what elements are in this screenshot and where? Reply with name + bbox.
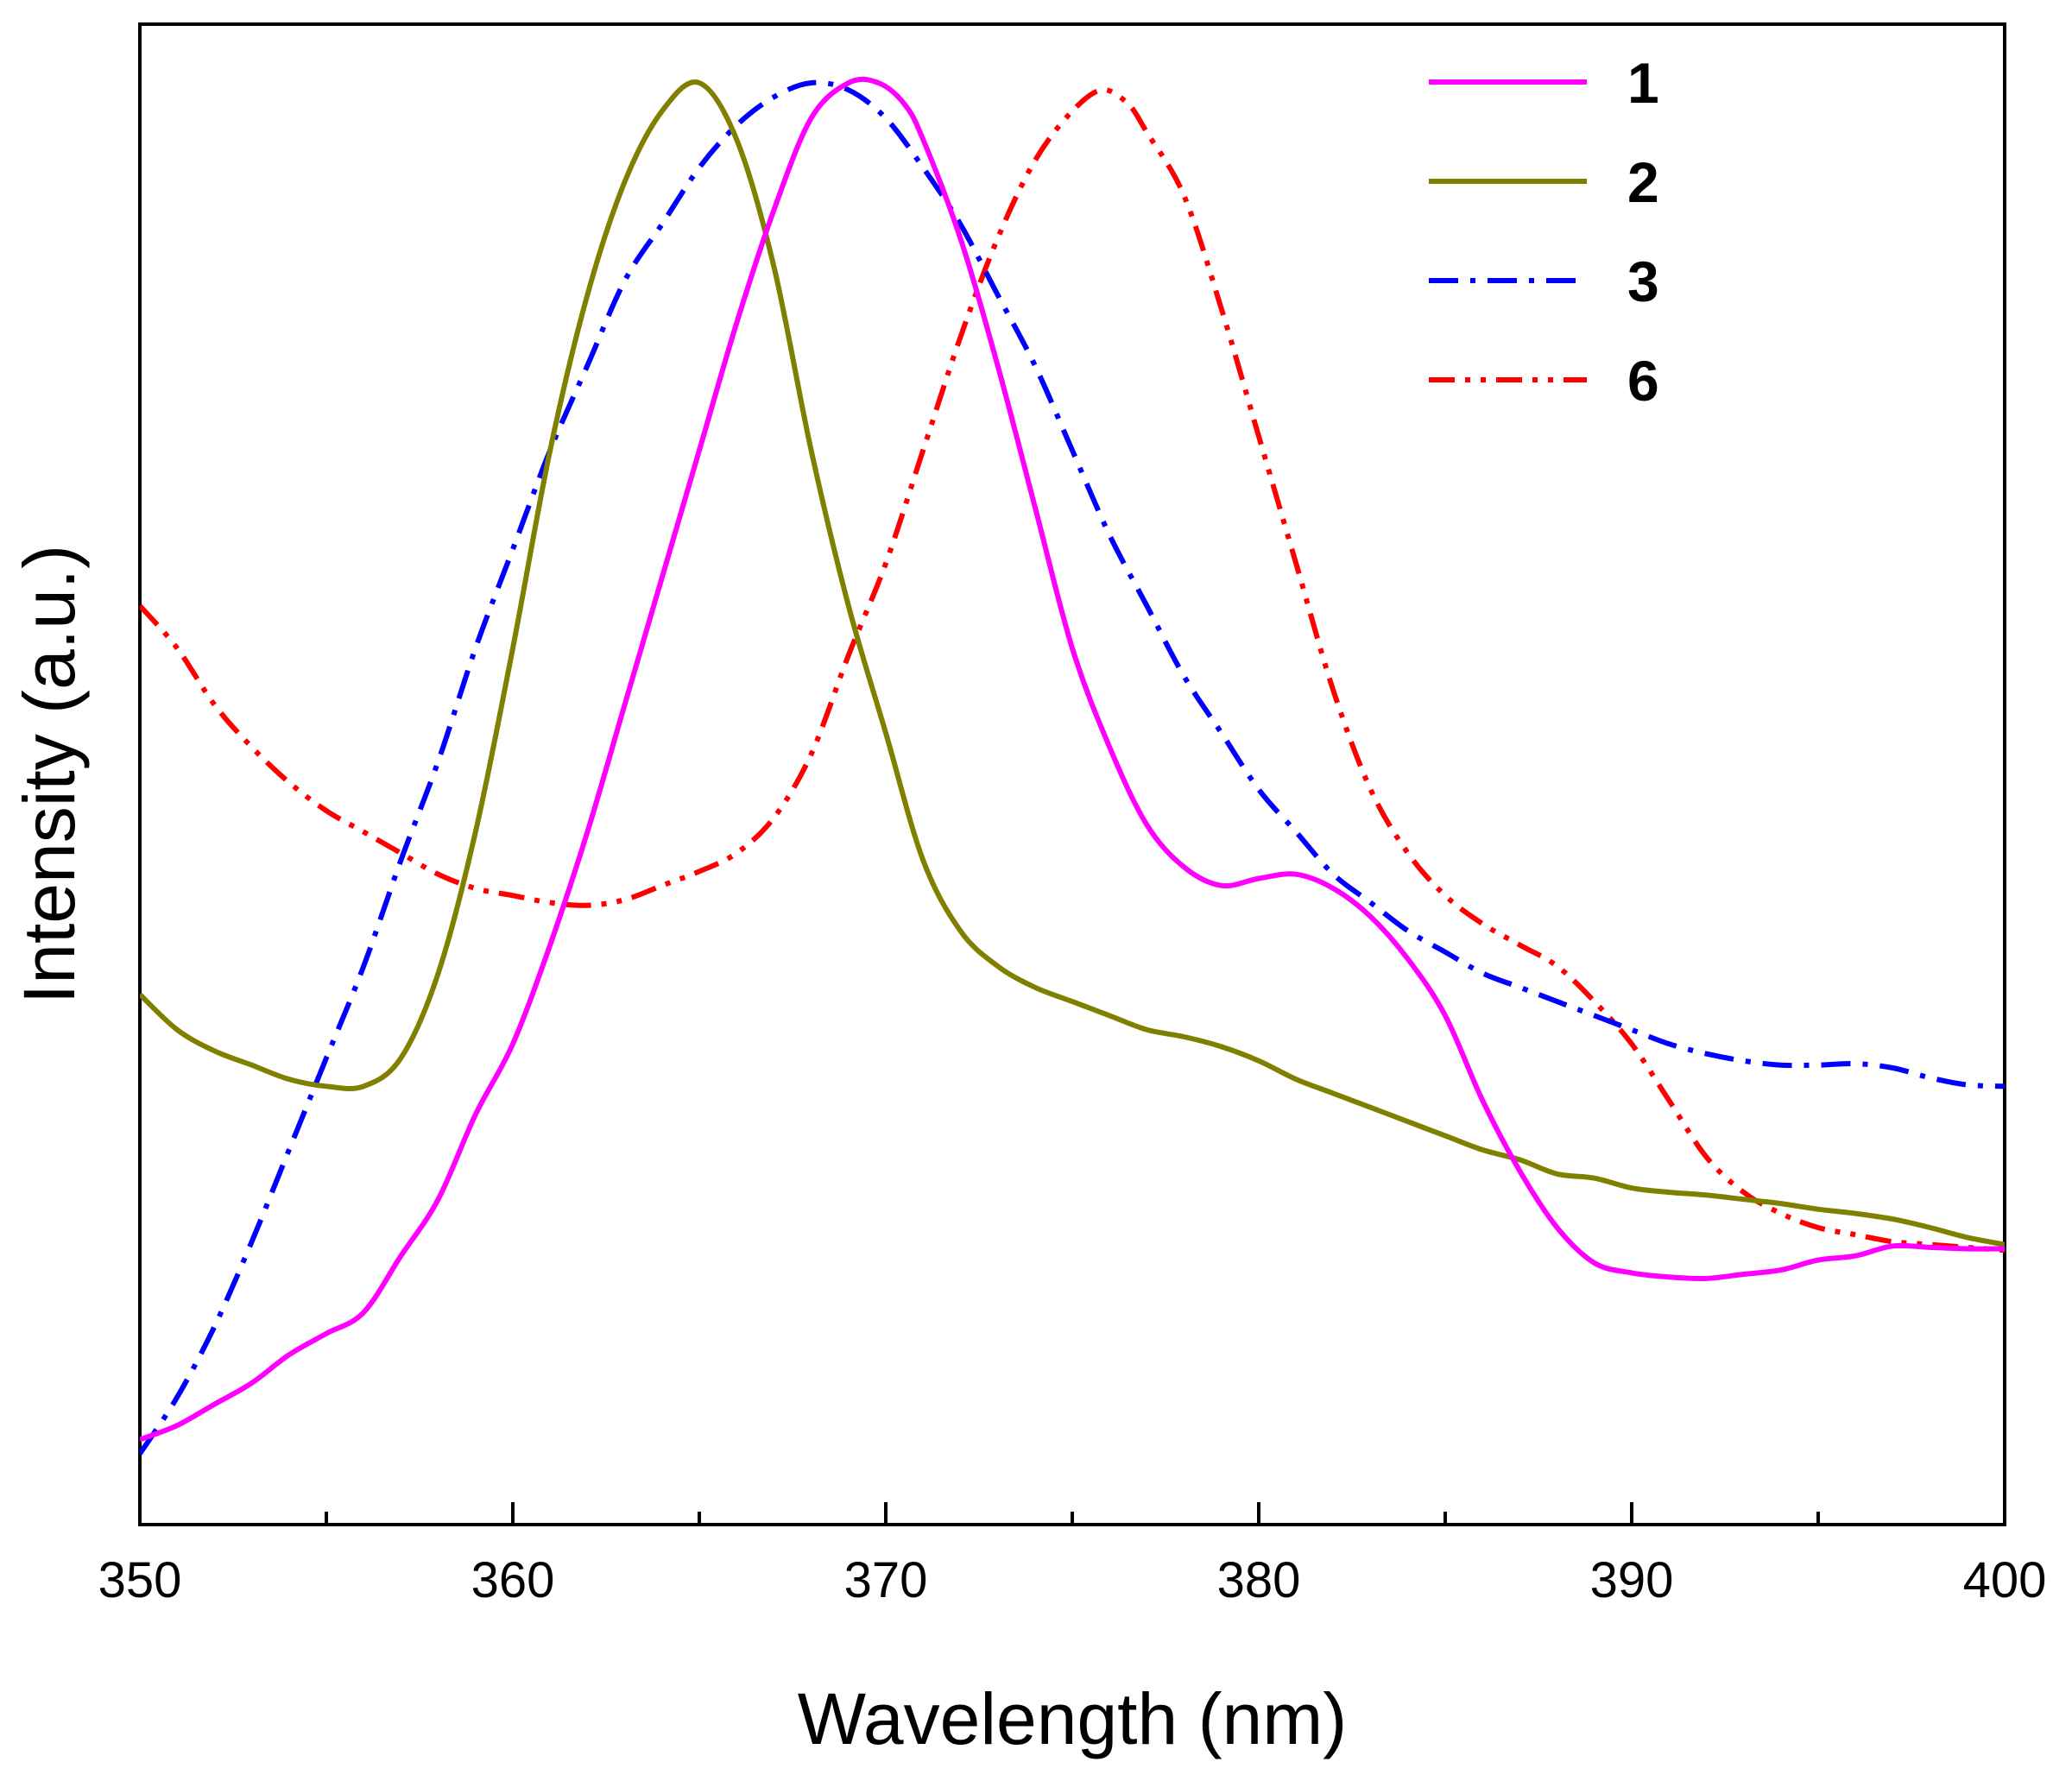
x-tick-label-360: 360	[471, 1552, 555, 1608]
x-axis-ticks: 350 360 370 380 390 400	[98, 1502, 2047, 1608]
legend-label-6: 6	[1627, 349, 1659, 413]
y-axis-title: Intensity (a.u.)	[9, 545, 90, 1004]
plot-frame	[138, 22, 2006, 1526]
x-tick-label-400: 400	[1963, 1552, 2047, 1608]
x-tick-label-370: 370	[844, 1552, 928, 1608]
x-tick-label-380: 380	[1217, 1552, 1301, 1608]
series-line-2	[140, 79, 2005, 1247]
series-line-3	[140, 79, 2005, 1456]
x-tick-label-350: 350	[98, 1552, 182, 1608]
series-line-6	[140, 87, 2005, 1254]
x-tick-label-390: 390	[1590, 1552, 1674, 1608]
legend-label-1: 1	[1627, 51, 1659, 115]
legend-label-2: 2	[1627, 150, 1659, 214]
x-axis-title: Wavelength (nm)	[798, 1678, 1347, 1759]
legend: 1 2 3 6	[1429, 51, 1659, 413]
series-layer	[140, 76, 2005, 1456]
legend-label-3: 3	[1627, 249, 1659, 313]
series-line-1	[140, 76, 2005, 1443]
